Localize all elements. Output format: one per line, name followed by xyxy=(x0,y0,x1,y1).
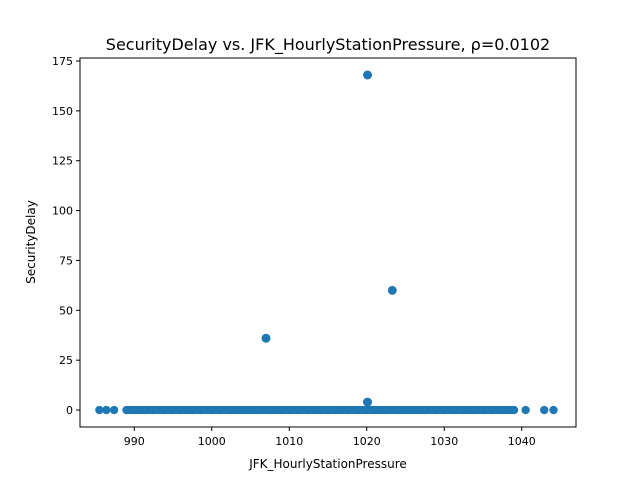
data-point xyxy=(459,405,468,415)
data-point-outlier xyxy=(387,285,397,295)
y-tick-label: 0 xyxy=(66,404,73,417)
data-point xyxy=(304,405,313,415)
data-point xyxy=(316,405,325,415)
y-tick-label: 75 xyxy=(59,254,73,267)
x-tick-label: 1000 xyxy=(198,435,226,448)
data-point xyxy=(354,405,364,415)
data-point xyxy=(148,405,158,415)
data-point xyxy=(498,405,507,415)
data-point xyxy=(409,405,418,415)
data-point xyxy=(215,405,224,415)
x-tick-label: 1030 xyxy=(430,435,458,448)
data-point xyxy=(401,405,410,415)
data-point xyxy=(207,405,216,415)
x-tick-label: 1020 xyxy=(353,435,381,448)
plot-frame xyxy=(79,57,577,428)
data-point xyxy=(540,405,549,415)
data-point-outlier xyxy=(363,70,373,80)
data-point xyxy=(122,405,131,415)
data-point xyxy=(449,405,458,415)
data-point xyxy=(370,405,379,415)
x-axis: 990 1000 1010 1020 1030 1040 xyxy=(124,427,536,448)
data-point xyxy=(130,405,139,415)
x-tick-label: 990 xyxy=(124,435,145,448)
data-point xyxy=(167,405,176,415)
data-point xyxy=(277,405,286,415)
chart-title: SecurityDelay vs. JFK_HourlyStationPress… xyxy=(106,35,550,55)
data-point xyxy=(420,405,430,415)
y-tick-label: 150 xyxy=(52,105,73,118)
y-tick-label: 125 xyxy=(52,155,73,168)
data-point xyxy=(140,405,149,415)
data-point xyxy=(469,405,478,415)
data-point xyxy=(176,405,185,415)
data-point xyxy=(188,405,197,415)
data-point xyxy=(109,405,119,415)
y-tick-label: 25 xyxy=(59,354,73,367)
data-point-outlier xyxy=(261,333,271,343)
y-tick-label: 100 xyxy=(52,205,73,218)
x-tick-label: 1040 xyxy=(508,435,536,448)
data-point xyxy=(331,405,340,415)
data-point xyxy=(381,405,391,415)
data-point xyxy=(488,405,497,415)
data-point xyxy=(478,405,488,415)
data-point xyxy=(393,405,402,415)
data-point xyxy=(95,405,104,415)
data-point xyxy=(292,405,302,415)
data-point xyxy=(265,405,275,415)
y-axis-label: SecurityDelay xyxy=(24,200,38,284)
data-point xyxy=(440,405,449,415)
data-point xyxy=(285,405,294,415)
data-point xyxy=(362,405,371,415)
data-point xyxy=(102,405,111,415)
data-point xyxy=(254,405,263,415)
data-point xyxy=(521,405,530,415)
data-points xyxy=(95,70,558,415)
data-point xyxy=(196,405,206,415)
data-point xyxy=(238,405,247,415)
data-point xyxy=(226,405,236,415)
data-point xyxy=(549,405,558,415)
data-point xyxy=(159,405,168,415)
data-point-outlier xyxy=(363,397,373,407)
data-point xyxy=(343,405,352,415)
y-tick-label: 50 xyxy=(59,304,73,317)
data-point xyxy=(246,405,255,415)
y-tick-label: 175 xyxy=(52,55,73,68)
x-axis-label: JFK_HourlyStationPressure xyxy=(248,457,407,471)
data-point xyxy=(323,405,333,415)
data-point xyxy=(432,405,441,415)
x-tick-label: 1010 xyxy=(275,435,303,448)
y-axis: 0 25 50 75 100 125 150 175 xyxy=(52,55,80,417)
data-point xyxy=(509,405,519,415)
